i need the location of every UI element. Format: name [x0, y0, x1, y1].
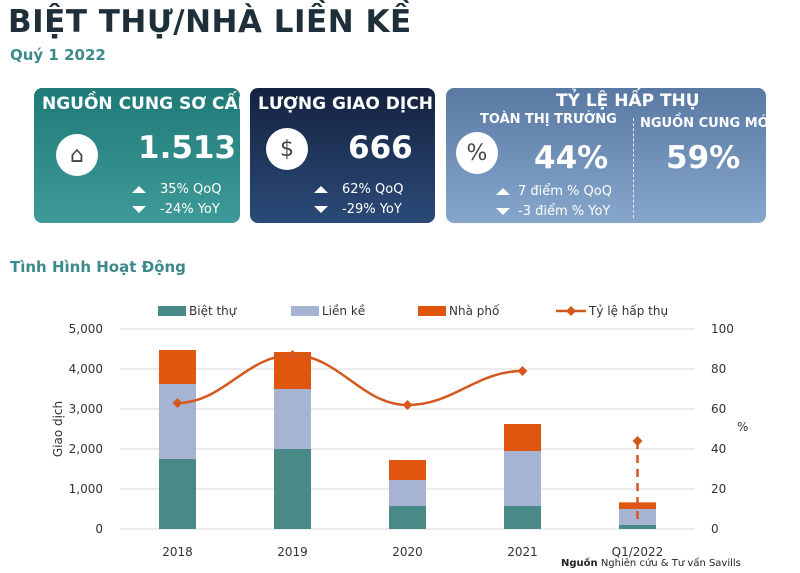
- market-label: TOÀN THỊ TRƯỜNG: [480, 112, 617, 127]
- page-title: BIỆT THỰ/NHÀ LIỀN KỀ: [8, 4, 412, 40]
- absorption-point: [172, 398, 183, 408]
- yoy-text: -24% YoY: [160, 202, 220, 217]
- yoy-row: -24% YoY: [132, 202, 220, 217]
- legend-swatch: [418, 306, 446, 316]
- supply-card: NGUỒN CUNG SƠ CẤP ⌂ 1.513 35% QoQ -24% Y…: [34, 88, 250, 223]
- bar-Nhà phố: [619, 502, 656, 509]
- y2-axis-label: %: [737, 420, 748, 434]
- y2-tick-label: 20: [711, 482, 726, 496]
- absorption-point: [632, 436, 643, 446]
- legend-label: Liền kề: [322, 304, 365, 318]
- y-tick-label: 5,000: [69, 322, 103, 336]
- qoq-text: 62% QoQ: [342, 182, 404, 197]
- activity-chart: 0 1,000 2,000 3,000 4,000 5,000 0 20 40 60 80 100 Gi…: [51, 304, 748, 559]
- bar-Biệt thự: [619, 525, 656, 529]
- down-arrow-icon: [496, 208, 510, 215]
- section-title: Tình Hình Hoạt Động: [10, 258, 186, 276]
- down-arrow-icon: [132, 206, 146, 213]
- source-note: Nguồn Nghiên cứu & Tư vấn Savills: [561, 558, 741, 569]
- yoy-row: -3 điểm % YoY: [496, 204, 610, 219]
- y-tick-label: 1,000: [69, 482, 103, 496]
- source-text: Nghiên cứu & Tư vấn Savills: [600, 558, 741, 569]
- up-arrow-icon: [132, 186, 146, 193]
- page-subtitle: Quý 1 2022: [10, 46, 106, 64]
- y-tick-label: 4,000: [69, 362, 103, 376]
- qoq-row: 35% QoQ: [132, 182, 221, 197]
- qoq-text: 35% QoQ: [160, 182, 222, 197]
- legend-label: Tỷ lệ hấp thụ: [588, 304, 668, 318]
- legend-label: Nhà phố: [449, 304, 500, 318]
- up-arrow-icon: [496, 188, 510, 195]
- card-value: 666: [348, 130, 413, 166]
- x-tick-label: 2021: [507, 545, 538, 559]
- bar-Nhà phố: [504, 424, 541, 451]
- yoy-row: -29% YoY: [314, 202, 402, 217]
- bar-Biệt thự: [274, 449, 311, 529]
- percent-icon: %: [456, 132, 498, 174]
- y2-tick-label: 40: [711, 442, 726, 456]
- absorption-line: [177, 353, 523, 407]
- bar-Nhà phố: [389, 460, 426, 480]
- absorption-card: TỶ LỆ HẤP THỤ TOÀN THỊ TRƯỜNG NGUỒN CUNG…: [446, 88, 774, 223]
- y2-tick-label: 100: [711, 322, 734, 336]
- absorption-point: [402, 400, 413, 410]
- new-supply-label: NGUỒN CUNG MỚI: [640, 116, 774, 131]
- qoq-row: 62% QoQ: [314, 182, 403, 197]
- qoq-row: 7 điểm % QoQ: [496, 184, 612, 199]
- y-axis-label: Giao dịch: [51, 401, 65, 457]
- x-tick-label: 2020: [392, 545, 423, 559]
- y2-tick-label: 80: [711, 362, 726, 376]
- bar-Liền kề: [159, 384, 196, 459]
- new-supply-value: 59%: [666, 140, 741, 176]
- bar-Liền kề: [389, 480, 426, 506]
- divider: [633, 118, 634, 218]
- yoy-text: -29% YoY: [342, 202, 402, 217]
- up-arrow-icon: [314, 186, 328, 193]
- yoy-text: -3 điểm % YoY: [518, 204, 611, 219]
- source-label: Nguồn: [561, 558, 598, 569]
- y-tick-label: 0: [95, 522, 103, 536]
- down-arrow-icon: [314, 206, 328, 213]
- y2-tick-label: 0: [711, 522, 719, 536]
- bar-Liền kề: [504, 451, 541, 506]
- qoq-text: 7 điểm % QoQ: [518, 184, 612, 199]
- legend-swatch: [291, 306, 319, 316]
- card-title: TỶ LỆ HẤP THỤ: [556, 91, 700, 111]
- bar-Biệt thự: [389, 506, 426, 529]
- x-tick-label: Q1/2022: [612, 545, 664, 559]
- card-title: LƯỢNG GIAO DỊCH: [258, 94, 433, 114]
- bar-Biệt thự: [504, 506, 541, 529]
- coin-icon: $: [266, 128, 308, 170]
- y-tick-label: 2,000: [69, 442, 103, 456]
- card-title: NGUỒN CUNG SƠ CẤP: [42, 94, 251, 114]
- x-tick-label: 2019: [277, 545, 308, 559]
- y-tick-label: 3,000: [69, 402, 103, 416]
- x-tick-label: 2018: [162, 545, 193, 559]
- bar-Biệt thự: [159, 459, 196, 529]
- transactions-card: LƯỢNG GIAO DỊCH $ 666 62% QoQ -29% YoY: [250, 88, 435, 223]
- legend-swatch: [158, 306, 186, 316]
- legend-marker: [566, 306, 576, 316]
- market-value: 44%: [534, 140, 609, 176]
- card-value: 1.513: [138, 130, 237, 166]
- bar-Nhà phố: [159, 350, 196, 384]
- absorption-point: [287, 350, 298, 360]
- bar-Liền kề: [274, 389, 311, 449]
- y2-tick-label: 60: [711, 402, 726, 416]
- legend-label: Biệt thự: [189, 304, 238, 318]
- absorption-point: [517, 366, 528, 376]
- house-icon: ⌂: [56, 134, 98, 176]
